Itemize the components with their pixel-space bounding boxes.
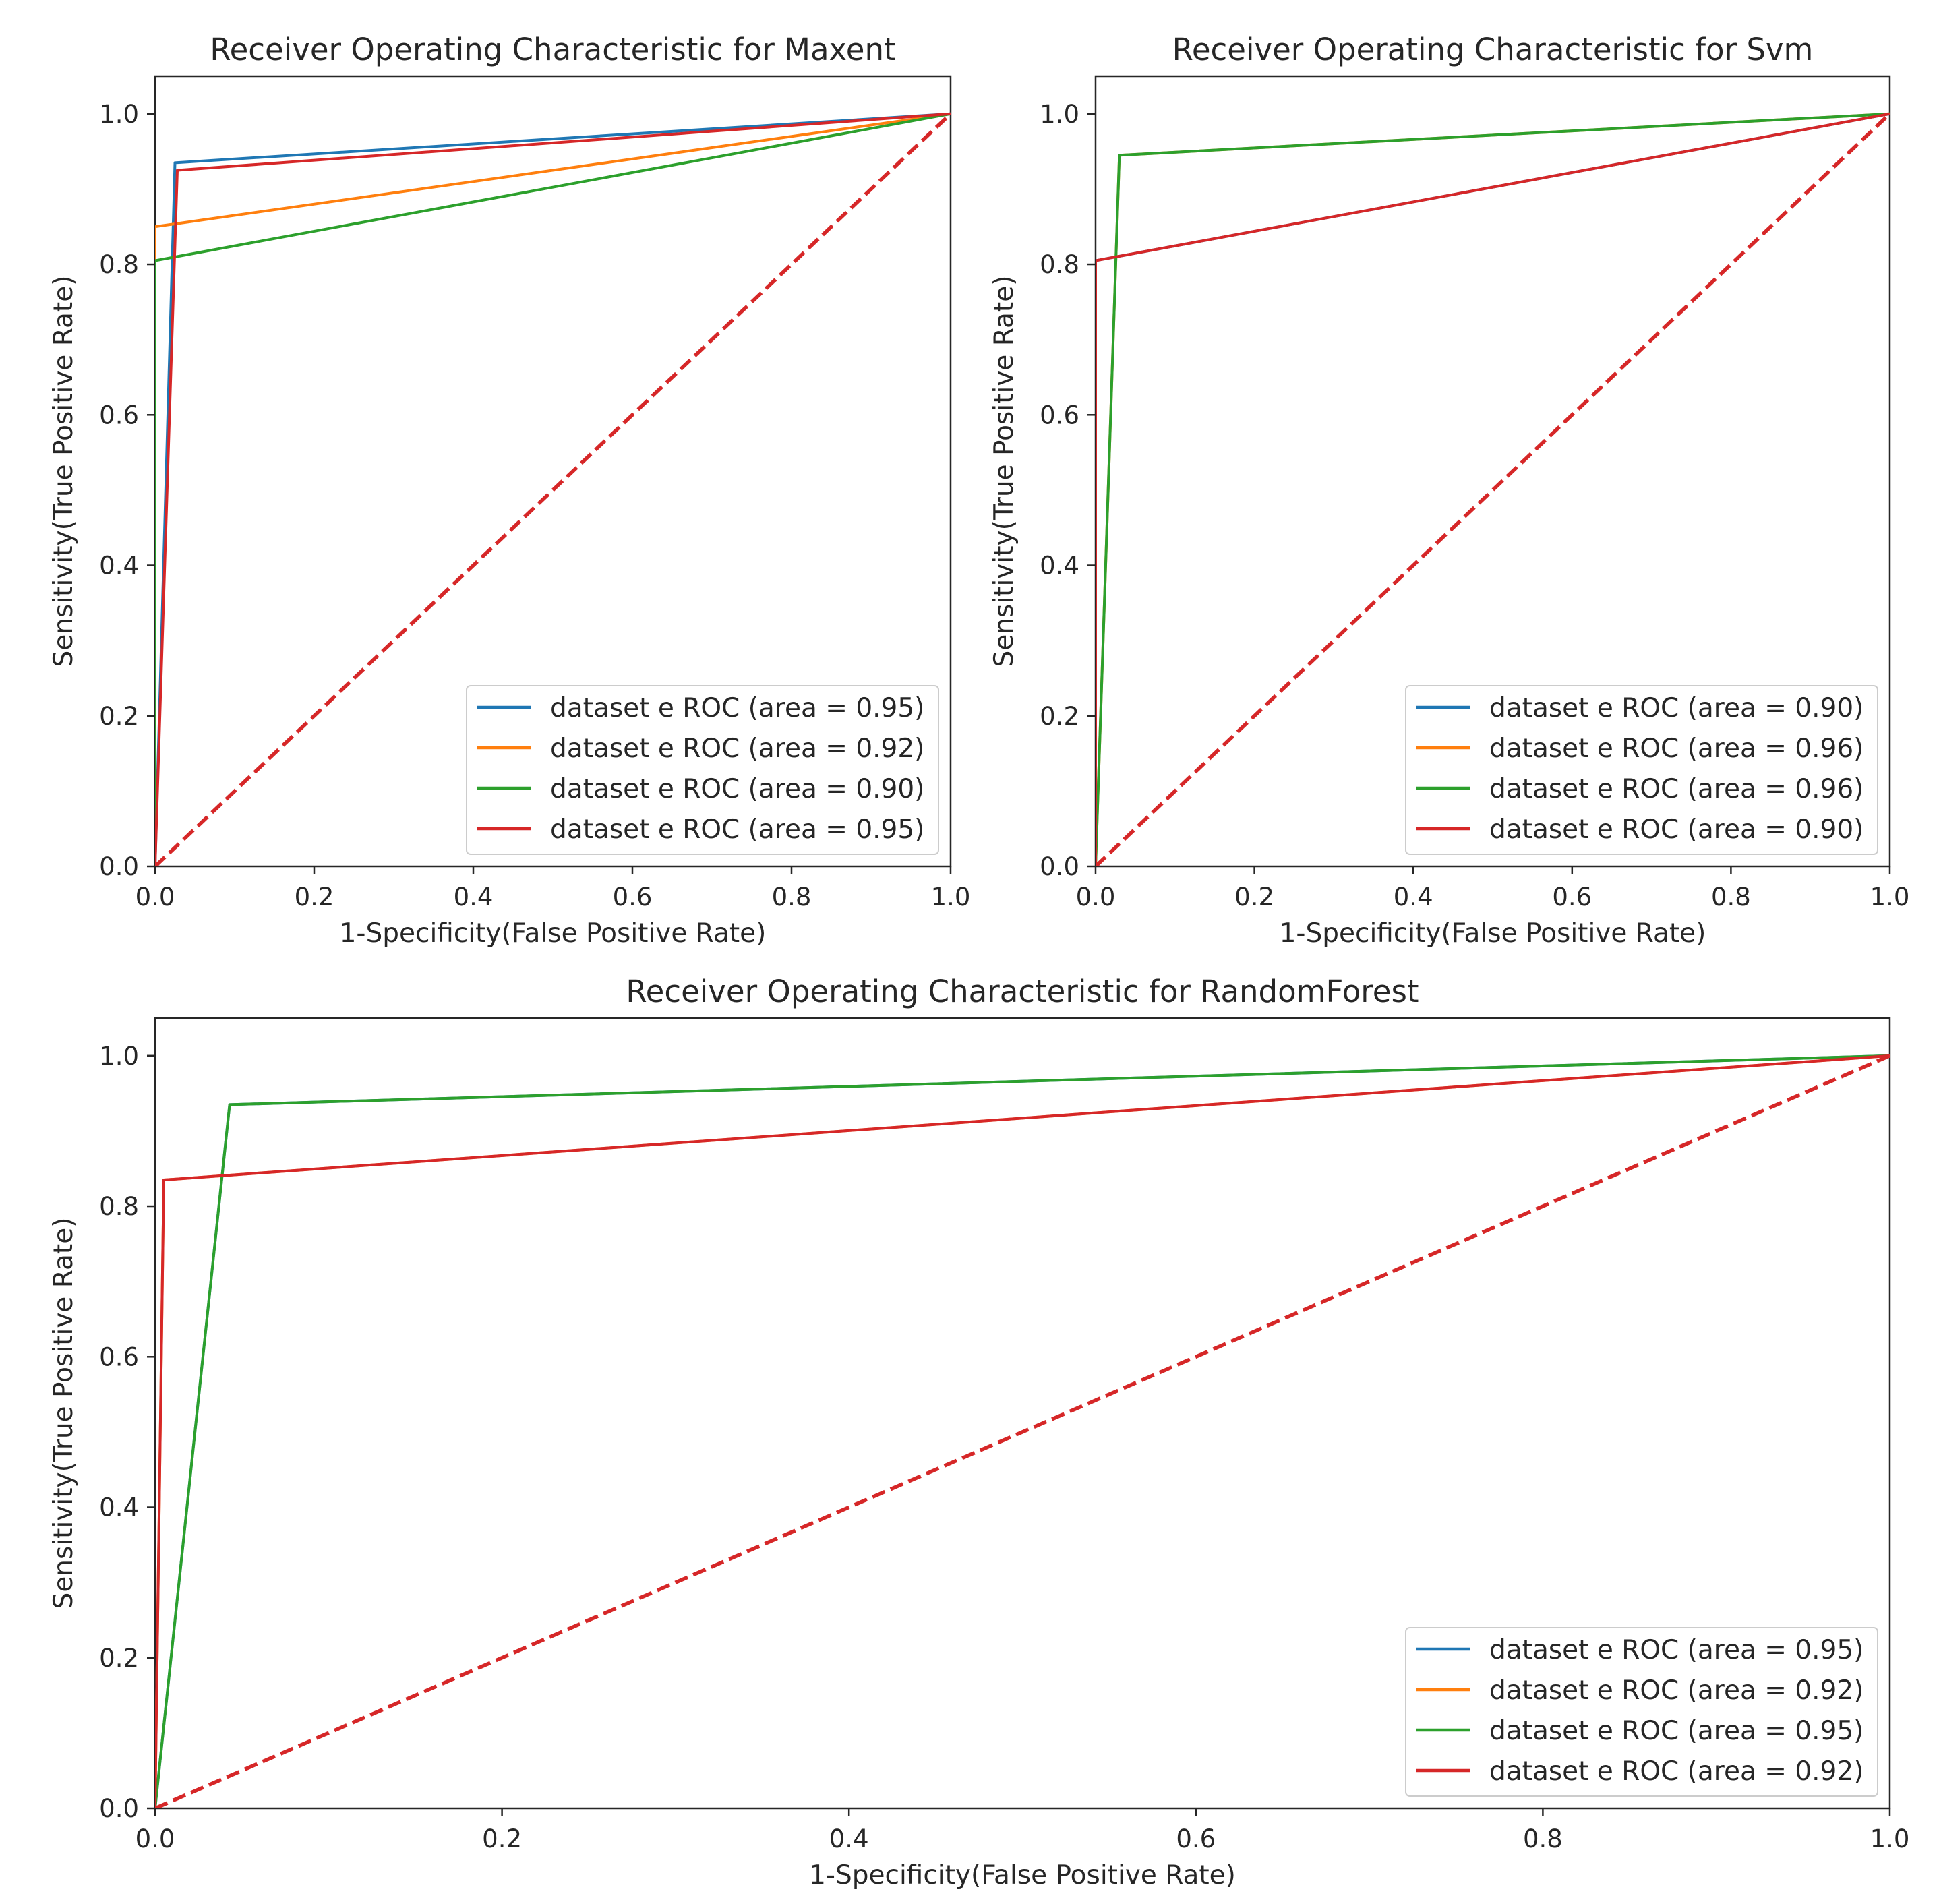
- y-tick-label: 1.0: [99, 1042, 139, 1071]
- y-axis-label: Sensitivity(True Positive Rate): [989, 276, 1019, 667]
- y-tick-label: 0.8: [99, 250, 139, 279]
- y-axis-label: Sensitivity(True Positive Rate): [49, 276, 79, 667]
- x-tick-label: 0.2: [295, 883, 334, 912]
- legend-label: dataset e ROC (area = 0.95): [1489, 1716, 1863, 1746]
- y-tick-label: 0.2: [99, 702, 139, 731]
- plot-data: [1096, 112, 1890, 866]
- roc-curve-green: [155, 112, 951, 866]
- chart-title: Receiver Operating Characteristic for Ma…: [210, 32, 895, 67]
- chance-diagonal-line: [155, 1054, 1890, 1808]
- x-axis-label: 1-Specificity(False Positive Rate): [340, 918, 767, 949]
- chart-maxent: Receiver Operating Characteristic for Ma…: [49, 32, 970, 949]
- x-tick-label: 0.8: [772, 883, 812, 912]
- legend-label: dataset e ROC (area = 0.95): [1489, 1635, 1863, 1665]
- legend-label: dataset e ROC (area = 0.90): [550, 774, 924, 804]
- chart-title: Receiver Operating Characteristic for Sv…: [1172, 32, 1814, 67]
- x-tick-label: 1.0: [1870, 1824, 1910, 1853]
- legend-label: dataset e ROC (area = 0.92): [1489, 1756, 1863, 1787]
- y-tick-label: 0.4: [1040, 552, 1079, 581]
- y-tick-label: 0.6: [1040, 400, 1079, 429]
- y-tick-label: 0.8: [99, 1192, 139, 1221]
- roc-curve-red: [1096, 112, 1890, 866]
- x-tick-label: 0.0: [1076, 883, 1116, 912]
- y-tick-label: 1.0: [99, 100, 139, 129]
- chance-diagonal-line: [1096, 112, 1890, 866]
- chart-title: Receiver Operating Characteristic for Ra…: [626, 974, 1419, 1009]
- x-tick-label: 0.4: [829, 1824, 869, 1853]
- roc-curve-red: [155, 1054, 1890, 1808]
- plot-data: [155, 112, 951, 866]
- y-tick-label: 0.4: [99, 1493, 139, 1522]
- legend: dataset e ROC (area = 0.95) dataset e ROC…: [1405, 1627, 1878, 1797]
- legend: dataset e ROC (area = 0.90) dataset e ROC…: [1405, 685, 1878, 855]
- x-tick-label: 0.4: [1394, 883, 1433, 912]
- plot-frame: [154, 1017, 1891, 1810]
- roc-curve-red: [155, 112, 951, 866]
- roc-curve-orange: [155, 112, 951, 866]
- legend-label: dataset e ROC (area = 0.90): [1489, 814, 1863, 845]
- legend-label: dataset e ROC (area = 0.92): [550, 734, 924, 764]
- x-tick-label: 1.0: [1870, 883, 1910, 912]
- x-tick-label: 0.6: [1176, 1824, 1216, 1853]
- legend-box: [1405, 1627, 1878, 1797]
- legend-label: dataset e ROC (area = 0.95): [550, 814, 924, 845]
- x-tick-label: 1.0: [931, 883, 971, 912]
- x-tick-label: 0.8: [1523, 1824, 1563, 1853]
- x-tick-label: 0.6: [1552, 883, 1592, 912]
- y-axis-label: Sensitivity(True Positive Rate): [49, 1218, 79, 1609]
- y-tick-label: 0.6: [99, 1342, 139, 1371]
- chart-svm: Receiver Operating Characteristic for Sv…: [989, 32, 1909, 949]
- x-axis-label: 1-Specificity(False Positive Rate): [809, 1860, 1236, 1891]
- x-tick-label: 0.0: [136, 1824, 175, 1853]
- x-tick-label: 0.8: [1711, 883, 1751, 912]
- legend-box: [1405, 685, 1878, 855]
- y-tick-label: 0.0: [99, 852, 139, 881]
- x-axis-label: 1-Specificity(False Positive Rate): [1280, 918, 1706, 949]
- y-tick-label: 0.0: [1040, 852, 1079, 881]
- y-tick-label: 0.8: [1040, 250, 1079, 279]
- x-tick-label: 0.0: [136, 883, 175, 912]
- y-tick-label: 0.6: [99, 400, 139, 429]
- legend-label: dataset e ROC (area = 0.95): [550, 693, 924, 723]
- legend: dataset e ROC (area = 0.95) dataset e ROC…: [466, 685, 939, 855]
- roc-curve-green: [1096, 112, 1890, 866]
- x-tick-label: 0.2: [1234, 883, 1274, 912]
- chart-randomforest: Receiver Operating Characteristic for Ra…: [49, 974, 1909, 1891]
- x-tick-label: 0.4: [454, 883, 494, 912]
- roc-curve-green: [155, 1054, 1890, 1808]
- y-tick-label: 0.0: [99, 1794, 139, 1823]
- legend-label: dataset e ROC (area = 0.96): [1489, 734, 1863, 764]
- legend-box: [466, 685, 939, 855]
- legend-label: dataset e ROC (area = 0.90): [1489, 693, 1863, 723]
- y-tick-label: 1.0: [1040, 100, 1079, 129]
- legend-label: dataset e ROC (area = 0.96): [1489, 774, 1863, 804]
- y-tick-label: 0.2: [1040, 702, 1079, 731]
- legend-label: dataset e ROC (area = 0.92): [1489, 1675, 1863, 1706]
- x-tick-label: 0.6: [613, 883, 653, 912]
- plot-data: [155, 1054, 1890, 1808]
- x-tick-label: 0.2: [482, 1824, 522, 1853]
- chance-diagonal-line: [155, 112, 951, 866]
- y-tick-label: 0.2: [99, 1644, 139, 1673]
- y-tick-label: 0.4: [99, 552, 139, 581]
